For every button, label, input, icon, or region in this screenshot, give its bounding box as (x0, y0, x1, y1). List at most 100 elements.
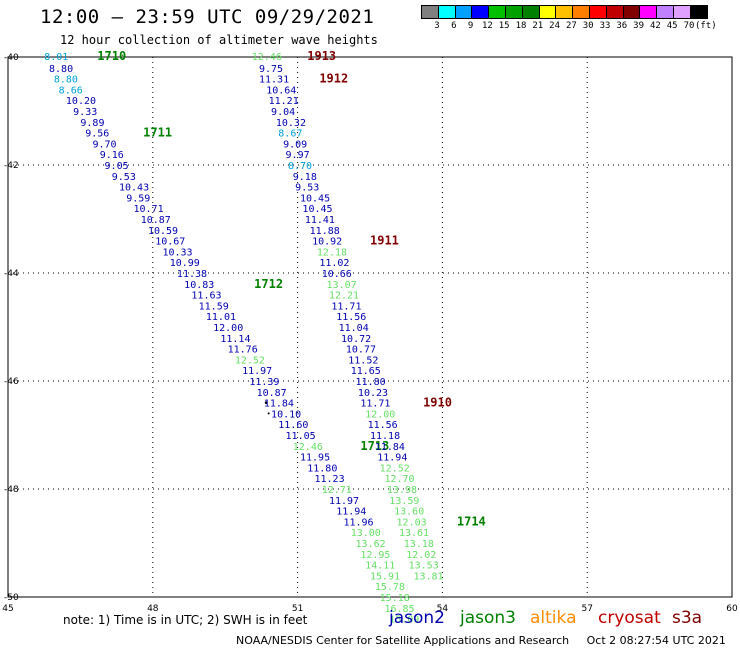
wave-height-value: 11.18 (370, 431, 400, 442)
wave-height-value: 12.03 (397, 517, 427, 528)
footer-source: NOAA/NESDIS Center for Satellite Applica… (236, 634, 570, 647)
wave-height-value: 10.87 (257, 388, 287, 399)
color-scale-label: 12 (481, 21, 493, 31)
wave-height-value: 13.98 (387, 485, 417, 496)
wave-height-value: 11.56 (368, 420, 398, 431)
wave-height-value: 8.67 (278, 129, 302, 140)
color-scale-label: 45 (666, 21, 678, 31)
wave-height-value: 11.65 (351, 366, 381, 377)
wave-height-value: 11.23 (314, 474, 344, 485)
longitude-tick-label: 48 (147, 604, 159, 614)
wave-height-value: 9.53 (295, 183, 319, 194)
wave-height-value: 16.85 (384, 604, 414, 615)
map-subtitle: 12 hour collection of altimeter wave hei… (60, 33, 378, 47)
island-dot (267, 412, 270, 415)
wave-height-value: 13.00 (351, 528, 381, 539)
wave-height-value: 11.94 (377, 453, 407, 464)
wave-height-value: 9.59 (126, 193, 150, 204)
wave-height-value: 11.41 (305, 215, 335, 226)
color-scale-label: 36 (616, 21, 628, 31)
wave-height-value: 10.83 (184, 280, 214, 291)
wave-height-value: 8.80 (54, 75, 78, 86)
wave-height-value: 12.46 (293, 442, 323, 453)
latitude-tick-label: -40 (4, 53, 19, 63)
satellite-legend-jason3: jason3 (460, 608, 516, 628)
wave-height-value: 13.61 (399, 528, 429, 539)
wave-height-value: 11.97 (242, 366, 272, 377)
wave-height-value: 12.52 (235, 355, 265, 366)
wave-height-value: 10.92 (312, 237, 342, 248)
wave-height-value: 12.46 (252, 52, 282, 63)
wave-height-value: 11.05 (286, 431, 316, 442)
wave-height-value: 11.96 (343, 517, 373, 528)
wave-height-value: 12.21 (329, 291, 359, 302)
wave-height-value: 11.63 (191, 291, 221, 302)
wave-height-value: 11.88 (310, 226, 340, 237)
latitude-tick-label: -42 (4, 161, 19, 171)
satellite-legend-jason2: jason2 (389, 608, 445, 628)
wave-height-value: 9.75 (259, 64, 283, 75)
track-id-label: 1711 (143, 126, 172, 140)
wave-height-value: 10.43 (119, 183, 149, 194)
wave-height-value: 9.89 (80, 118, 104, 129)
wave-height-value: 10.33 (162, 247, 192, 258)
wave-height-value: 11.04 (339, 323, 369, 334)
wave-height-value: 9.97 (286, 150, 310, 161)
wave-height-value: 11.01 (206, 312, 236, 323)
wave-height-value: 13.18 (404, 539, 434, 550)
wave-height-value: 15.09 (389, 615, 419, 626)
color-scale-label: 39 (633, 21, 645, 31)
wave-height-value: 13.60 (394, 507, 424, 518)
footer-timestamp: Oct 2 08:27:54 UTC 2021 (586, 634, 726, 647)
wave-height-value: 11.84 (375, 442, 405, 453)
wave-height-value: 10.67 (155, 237, 185, 248)
wave-height-value: 10.45 (302, 204, 332, 215)
color-scale-label: 3 (434, 21, 440, 31)
wave-height-value: 10.59 (148, 226, 178, 237)
wave-height-value: 10.10 (271, 409, 301, 420)
color-scale-label: 24 (549, 21, 561, 31)
footer: NOAA/NESDIS Center for Satellite Applica… (236, 634, 726, 647)
wave-height-value: 11.56 (336, 312, 366, 323)
wave-height-value: 10.64 (266, 85, 296, 96)
latitude-tick-label: -46 (4, 377, 19, 387)
wave-height-value: 13.59 (389, 496, 419, 507)
wave-height-value: 13.81 (413, 571, 443, 582)
island-dot (264, 401, 268, 404)
wave-height-value: 11.31 (259, 75, 289, 86)
wave-height-value: 10.66 (322, 269, 352, 280)
color-scale-label: (ft) (694, 21, 717, 31)
wave-height-value: 10.87 (141, 215, 171, 226)
longitude-tick-label: 54 (437, 604, 449, 614)
wave-height-value: 15.18 (380, 593, 410, 604)
wave-height-value: 10.71 (133, 204, 163, 215)
wave-height-value: 12.70 (384, 474, 414, 485)
color-scale-label: 42 (649, 21, 661, 31)
wave-height-value: 13.62 (356, 539, 386, 550)
wave-height-value: 14.11 (365, 561, 395, 572)
track-id-label: 1710 (97, 49, 126, 63)
satellite-legend-altika: altika (530, 608, 577, 628)
wave-height-value: 11.52 (348, 355, 378, 366)
longitude-tick-label: 45 (2, 604, 13, 614)
color-swatch (689, 5, 708, 19)
map-title: 12:00 – 23:59 UTC 09/29/2021 (40, 6, 375, 28)
color-scale-label: 21 (532, 21, 544, 31)
longitude-tick-label: 60 (726, 604, 738, 614)
wave-height-value: 12.00 (365, 409, 395, 420)
wave-height-value: 12.95 (360, 550, 390, 561)
wave-height-value: 9.18 (293, 172, 317, 183)
longitude-tick-label: 51 (292, 604, 303, 614)
wave-height-value: 13.53 (409, 561, 439, 572)
wave-height-value: 11.76 (228, 345, 258, 356)
wave-height-value: 11.84 (264, 399, 294, 410)
track-id-label: 1910 (423, 396, 452, 410)
color-scale-label: 9 (467, 21, 474, 31)
wave-height-value: 9.16 (100, 150, 124, 161)
wave-height-value: 11.80 (307, 463, 337, 474)
wave-height-value: 8.01 (44, 52, 68, 63)
wave-height-value: 10.32 (276, 118, 306, 129)
wave-height-value: 12.00 (213, 323, 243, 334)
latitude-tick-label: -48 (4, 485, 19, 495)
wave-height-value: 8.80 (49, 64, 73, 75)
